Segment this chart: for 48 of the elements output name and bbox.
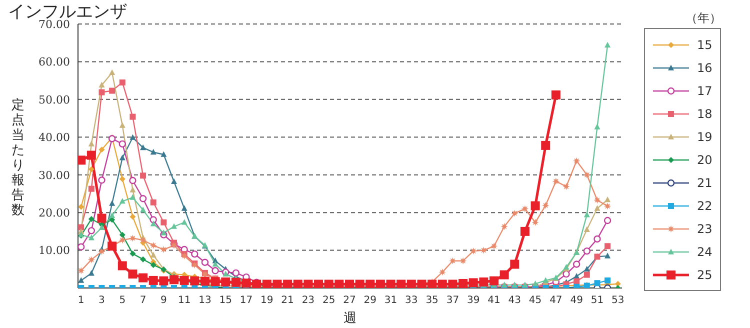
- legend-title: （年）: [685, 10, 722, 27]
- x-tick-label: 45: [528, 295, 542, 306]
- x-tick-label: 17: [240, 295, 253, 306]
- y-tick-label: 10.00: [38, 244, 70, 258]
- x-tick-label: 53: [612, 295, 624, 306]
- x-tick-label: 37: [446, 295, 460, 306]
- x-tick-label: 51: [590, 295, 604, 306]
- x-axis-title: 週: [344, 311, 356, 326]
- x-tick-label: 43: [508, 295, 522, 306]
- x-tick-label: 41: [488, 295, 500, 306]
- legend-label: 17: [697, 84, 712, 98]
- y-tick-label: 40.00: [38, 131, 70, 144]
- x-tick-label: 29: [364, 295, 376, 306]
- x-tick-label: 33: [405, 295, 418, 306]
- x-tick-label: 49: [570, 295, 583, 306]
- x-tick-label: 19: [260, 295, 274, 306]
- x-tick-label: 5: [119, 295, 126, 306]
- legend-label: 24: [697, 244, 712, 258]
- y-tick-label: 50.00: [38, 93, 70, 106]
- x-tick-label: 47: [550, 295, 562, 306]
- x-tick-label: 1: [78, 295, 84, 306]
- legend-label: 20: [697, 152, 712, 166]
- y-axis-title: 定点当たり報告数: [10, 98, 26, 218]
- x-tick-label: 21: [281, 295, 294, 306]
- x-tick-label: 9: [160, 295, 167, 306]
- x-tick-label: 15: [219, 295, 232, 306]
- x-tick-label: 39: [466, 295, 480, 306]
- y-tick-label: 30.00: [38, 168, 70, 182]
- y-tick-label: 70.00: [38, 18, 70, 31]
- legend-label: 23: [697, 222, 712, 236]
- y-tick-label: 20.00: [38, 206, 70, 220]
- legend-label: 25: [697, 268, 712, 282]
- x-tick-label: 13: [198, 295, 212, 306]
- x-tick-label: 11: [178, 295, 191, 306]
- legend-label: 19: [697, 130, 712, 144]
- y-tick-label: 60.00: [38, 56, 70, 69]
- x-tick-label: 31: [384, 295, 398, 306]
- legend-label: 16: [697, 60, 712, 74]
- legend-label: 15: [697, 38, 712, 52]
- legend-label: 18: [697, 106, 712, 120]
- x-tick-label: 7: [140, 295, 146, 306]
- x-tick-label: 27: [343, 295, 356, 306]
- x-tick-label: 23: [302, 295, 315, 306]
- x-tick-label: 3: [98, 295, 105, 306]
- x-tick-label: 25: [322, 295, 336, 306]
- legend-label: 22: [697, 198, 712, 212]
- x-tick-label: 35: [426, 295, 438, 306]
- legend-label: 21: [697, 176, 712, 190]
